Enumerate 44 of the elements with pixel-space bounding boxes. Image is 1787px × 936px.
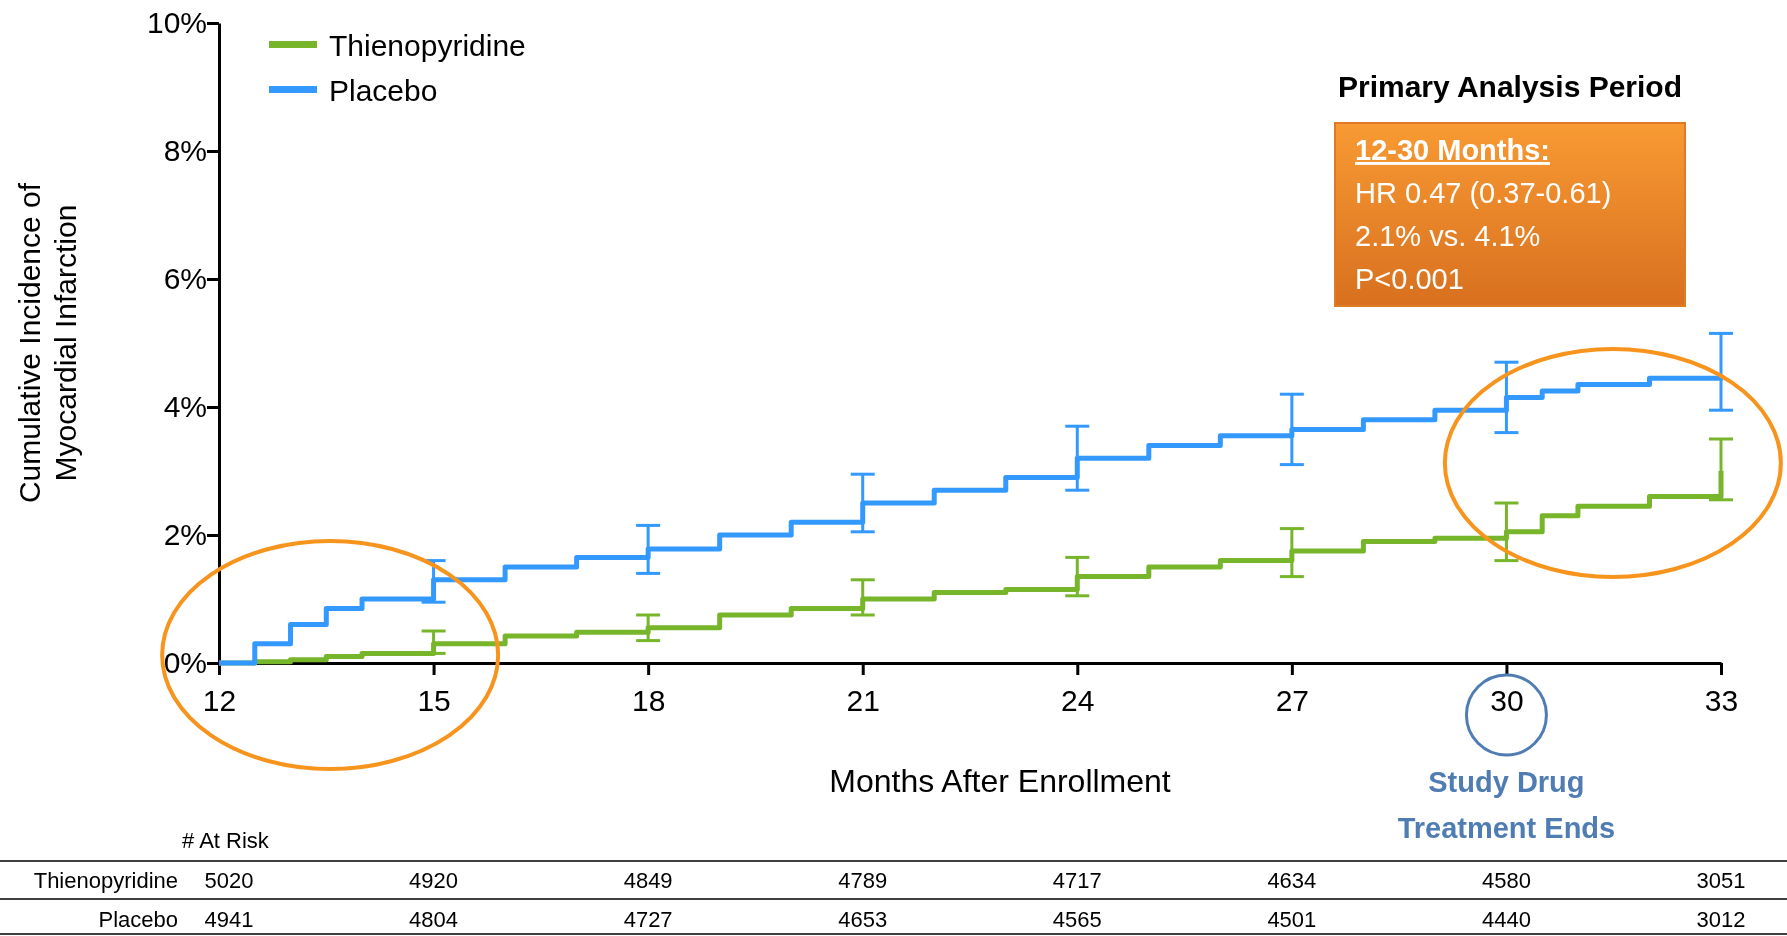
x-tick-label: 27 bbox=[1275, 684, 1310, 717]
text: Treatment Ends bbox=[1397, 812, 1616, 844]
annotation: P<0.001 bbox=[1355, 263, 1464, 295]
y-tick-label: 4% bbox=[163, 390, 207, 424]
x-tick-label: 12 bbox=[202, 684, 237, 717]
legend-label: Placebo bbox=[329, 73, 438, 107]
text: 4727 bbox=[623, 907, 673, 932]
x-tick-label: 30 bbox=[1490, 684, 1524, 717]
text: 4653 bbox=[838, 907, 888, 932]
annotation: 2.1% vs. 4.1% bbox=[1355, 220, 1541, 252]
y-axis-title: Cumulative Incidence of Myocardial Infarction bbox=[13, 182, 82, 504]
text: 4501 bbox=[1267, 907, 1317, 932]
text: 4717 bbox=[1052, 868, 1102, 893]
text: Placebo bbox=[98, 907, 178, 932]
text: 4634 bbox=[1267, 868, 1317, 893]
x-tick-label: 24 bbox=[1061, 684, 1095, 717]
text: 5020 bbox=[204, 868, 254, 893]
annotation: Primary Analysis Period bbox=[1337, 70, 1683, 103]
text: 3012 bbox=[1696, 907, 1746, 932]
text: 4789 bbox=[838, 868, 888, 893]
text: 4565 bbox=[1052, 907, 1102, 932]
annotation: HR 0.47 (0.37-0.61) bbox=[1355, 177, 1612, 209]
text: 4804 bbox=[409, 907, 459, 932]
text: # At Risk bbox=[182, 828, 270, 853]
text: 4920 bbox=[409, 868, 459, 893]
text: 4440 bbox=[1481, 907, 1531, 932]
text: Thienopyridine bbox=[33, 868, 178, 893]
y-tick-label: 6% bbox=[163, 262, 207, 296]
x-tick-label: 33 bbox=[1704, 684, 1739, 717]
x-tick-label: 21 bbox=[846, 684, 880, 717]
y-tick-label: 2% bbox=[163, 518, 207, 552]
x-axis-title: Months After Enrollment bbox=[829, 763, 1171, 799]
text: 3051 bbox=[1696, 868, 1746, 893]
text: 4849 bbox=[623, 868, 673, 893]
text: 4941 bbox=[204, 907, 254, 932]
y-tick-label: 8% bbox=[163, 134, 207, 168]
y-tick-label: 10% bbox=[146, 6, 207, 40]
y-tick-label: 0% bbox=[163, 646, 207, 680]
annotation: 12-30 Months: bbox=[1355, 134, 1550, 166]
text: Study Drug bbox=[1428, 766, 1585, 798]
legend-label: Thienopyridine bbox=[329, 28, 526, 62]
x-tick-label: 15 bbox=[417, 684, 451, 717]
text: 4580 bbox=[1481, 868, 1531, 893]
x-tick-label: 18 bbox=[631, 684, 666, 717]
